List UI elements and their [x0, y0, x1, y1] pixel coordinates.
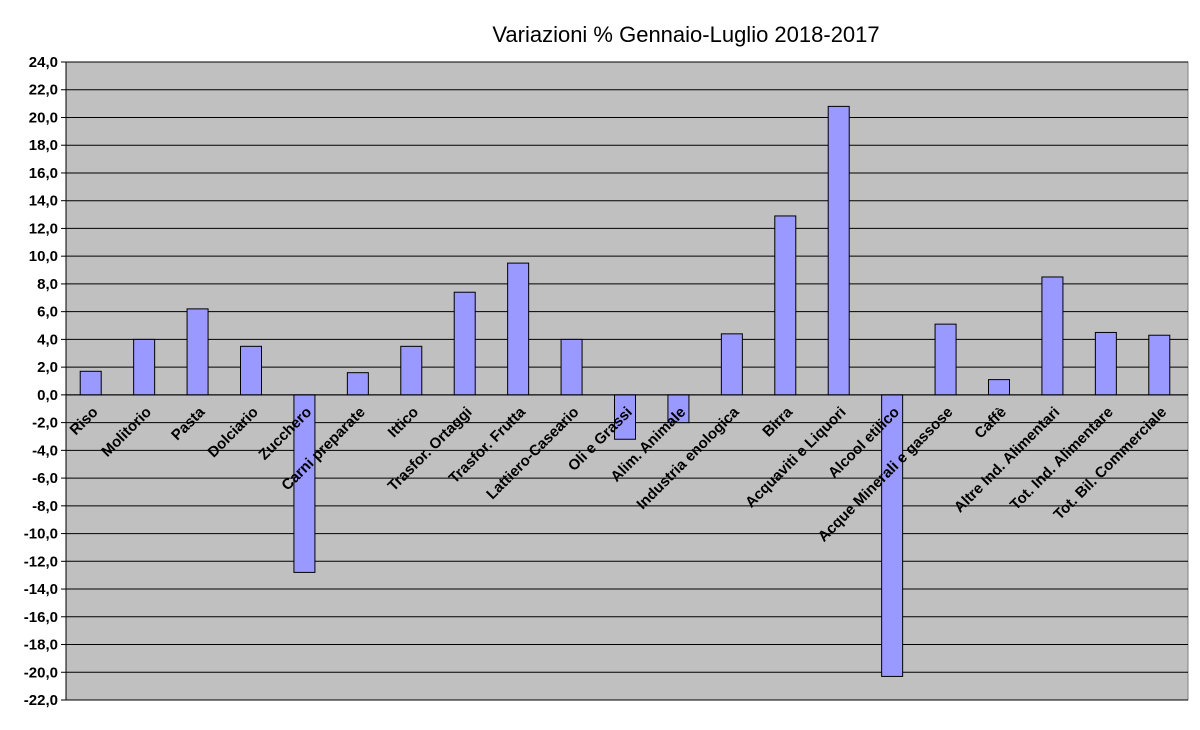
- y-tick-label: -18,0: [24, 637, 58, 654]
- y-tick-label: 2,0: [37, 359, 58, 376]
- y-tick-label: -2,0: [32, 415, 58, 432]
- bar-trasfor-ortaggi: [453, 291, 476, 396]
- bar-tot-ind-alimentare: [1094, 331, 1117, 396]
- bar-altre-ind-alimentari: [1041, 276, 1064, 396]
- y-tick-label: 18,0: [29, 137, 58, 154]
- y-tick-label: -10,0: [24, 526, 58, 543]
- y-tick-label: 6,0: [37, 304, 58, 321]
- bar-molitorio: [133, 338, 156, 396]
- y-tick-label: 20,0: [29, 109, 58, 126]
- y-tick-label: 22,0: [29, 82, 58, 99]
- bar-carni-preparate: [346, 372, 369, 396]
- y-tick-label: -14,0: [24, 581, 58, 598]
- bar-alcool-etilico: [881, 394, 904, 677]
- bar-acque-minerali-e-gassose: [934, 323, 957, 396]
- y-tick-label: -6,0: [32, 470, 58, 487]
- y-tick-label: 8,0: [37, 276, 58, 293]
- plot-area: [65, 61, 1189, 701]
- y-tick-label: 24,0: [29, 54, 58, 71]
- bar-dolciario: [240, 345, 262, 396]
- bar-lattiero-caseario: [560, 338, 583, 396]
- y-tick-label: -12,0: [24, 553, 58, 570]
- bar-trasfor-frutta: [507, 262, 530, 396]
- y-tick-label: -16,0: [24, 609, 58, 626]
- y-tick-label: -22,0: [24, 692, 58, 709]
- y-tick-label: 4,0: [37, 331, 58, 348]
- y-tick-label: -4,0: [32, 442, 58, 459]
- y-tick-label: -20,0: [24, 664, 58, 681]
- chart-title: Variazioni % Gennaio-Luglio 2018-2017: [492, 22, 879, 47]
- bar-caff: [988, 379, 1010, 396]
- bar-ittico: [400, 345, 423, 396]
- bar-birra: [774, 215, 797, 396]
- y-tick-label: 0,0: [37, 387, 58, 404]
- bar-industria-enologica: [720, 333, 743, 396]
- y-tick-label: 16,0: [29, 165, 58, 182]
- y-tick-label: 12,0: [29, 220, 58, 237]
- bar-tot-bil-commerciale: [1148, 334, 1171, 396]
- y-tick-label: -8,0: [32, 498, 58, 515]
- bar-acquaviti-e-liquori: [827, 105, 850, 396]
- bars: [66, 105, 1188, 677]
- bar-riso: [79, 370, 102, 396]
- y-tick-label: 14,0: [29, 193, 58, 210]
- y-tick-label: 10,0: [29, 248, 58, 265]
- bar-pasta: [186, 308, 209, 396]
- y-axis-ticks: 24,0 22,0 20,0 18,0 16,0 14,0 12,0 10,0 8,0 6,0 4,…: [24, 54, 67, 709]
